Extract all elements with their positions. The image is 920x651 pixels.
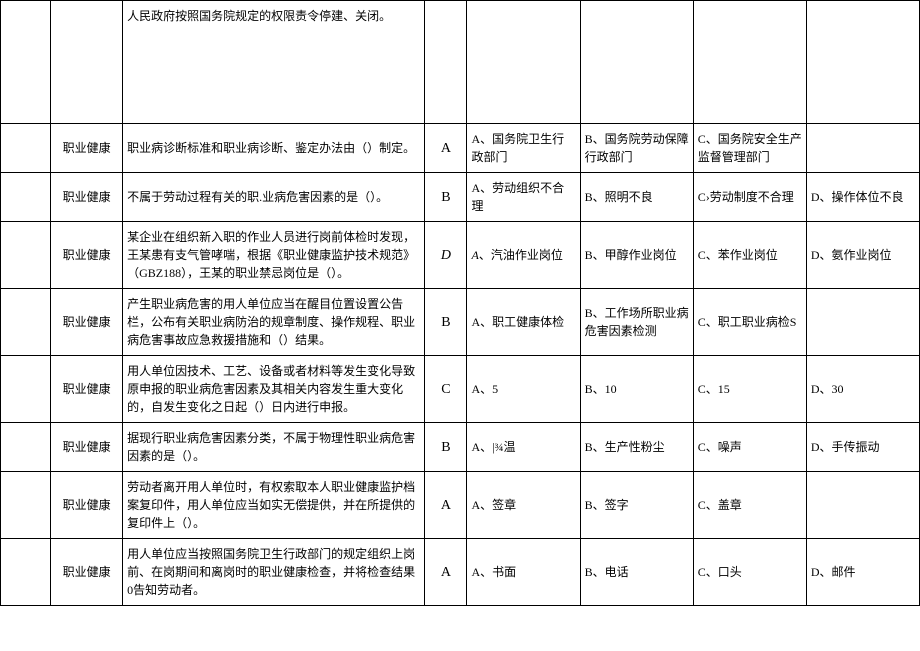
answer-cell: B: [425, 289, 467, 356]
empty-cell: [1, 173, 51, 222]
category-cell: 职业健康: [51, 173, 123, 222]
option-cell: C、口头: [693, 539, 806, 606]
option-cell: [693, 1, 806, 124]
answer-cell: B: [425, 423, 467, 472]
option-cell: C、职工职业病检S: [693, 289, 806, 356]
question-cell: 人民政府按照国务院规定的权限责令停建、关闭。: [123, 1, 425, 124]
option-cell: C、噪声: [693, 423, 806, 472]
empty-cell: [1, 1, 51, 124]
option-cell: [806, 289, 919, 356]
answer-cell: A: [425, 539, 467, 606]
category-cell: 职业健康: [51, 124, 123, 173]
option-cell: A、|¾温: [467, 423, 580, 472]
answer-cell: C: [425, 356, 467, 423]
table-row: 职业健康不属于劳动过程有关的职.业病危害因素的是（）。BA、劳动组织不合理B、照…: [1, 173, 920, 222]
table-row: 职业健康产生职业病危害的用人单位应当在醒目位置设置公告栏，公布有关职业病防治的规…: [1, 289, 920, 356]
question-cell: 不属于劳动过程有关的职.业病危害因素的是（）。: [123, 173, 425, 222]
table-row: 职业健康某企业在组织新入职的作业人员进行岗前体检时发现，王某患有支气管哮喘，根据…: [1, 222, 920, 289]
category-cell: 职业健康: [51, 423, 123, 472]
table-row: 职业健康劳动者离开用人单位时，有权索取本人职业健康监护档案复印件，用人单位应当如…: [1, 472, 920, 539]
answer-cell: A: [425, 124, 467, 173]
question-cell: 某企业在组织新入职的作业人员进行岗前体检时发现，王某患有支气管哮喘，根据《职业健…: [123, 222, 425, 289]
empty-cell: [1, 539, 51, 606]
option-cell: B、国务院劳动保障行政部门: [580, 124, 693, 173]
option-cell: A、汽油作业岗位: [467, 222, 580, 289]
question-cell: 用人单位因技术、工艺、设备或者材料等发生变化导致原申报的职业病危害因素及其相关内…: [123, 356, 425, 423]
option-cell: C、15: [693, 356, 806, 423]
option-cell: B、签字: [580, 472, 693, 539]
question-cell: 用人单位应当按照国务院卫生行政部门的规定组织上岗前、在岗期间和离岗时的职业健康检…: [123, 539, 425, 606]
table-row: 职业健康职业病诊断标准和职业病诊断、鉴定办法由（）制定。AA、国务院卫生行政部门…: [1, 124, 920, 173]
option-cell: A、职工健康体检: [467, 289, 580, 356]
question-cell: 产生职业病危害的用人单位应当在醒目位置设置公告栏，公布有关职业病防治的规章制度、…: [123, 289, 425, 356]
option-cell: A、5: [467, 356, 580, 423]
empty-cell: [1, 472, 51, 539]
option-cell: D、操作体位不良: [806, 173, 919, 222]
answer-cell: A: [425, 472, 467, 539]
option-cell: B、电话: [580, 539, 693, 606]
option-cell: C›劳动制度不合理: [693, 173, 806, 222]
question-cell: 劳动者离开用人单位时，有权索取本人职业健康监护档案复印件，用人单位应当如实无偿提…: [123, 472, 425, 539]
question-table: 人民政府按照国务院规定的权限责令停建、关闭。职业健康职业病诊断标准和职业病诊断、…: [0, 0, 920, 606]
option-cell: B、照明不良: [580, 173, 693, 222]
option-cell: A、签章: [467, 472, 580, 539]
option-cell: A、书面: [467, 539, 580, 606]
category-cell: 职业健康: [51, 289, 123, 356]
category-cell: [51, 1, 123, 124]
empty-cell: [1, 222, 51, 289]
table-row: 职业健康用人单位因技术、工艺、设备或者材料等发生变化导致原申报的职业病危害因素及…: [1, 356, 920, 423]
option-cell: [467, 1, 580, 124]
category-cell: 职业健康: [51, 539, 123, 606]
option-cell: [806, 1, 919, 124]
option-cell: A、劳动组织不合理: [467, 173, 580, 222]
category-cell: 职业健康: [51, 222, 123, 289]
option-cell: [806, 472, 919, 539]
option-cell: A、国务院卫生行政部门: [467, 124, 580, 173]
table-row: 职业健康据现行职业病危害因素分类，不属于物理性职业病危害因素的是（）。BA、|¾…: [1, 423, 920, 472]
category-cell: 职业健康: [51, 356, 123, 423]
option-cell: C、国务院安全生产监督管理部门: [693, 124, 806, 173]
option-cell: B、10: [580, 356, 693, 423]
option-cell: B、生产性粉尘: [580, 423, 693, 472]
table-row: 人民政府按照国务院规定的权限责令停建、关闭。: [1, 1, 920, 124]
option-cell: B、工作场所职业病危害因素检测: [580, 289, 693, 356]
answer-cell: D: [425, 222, 467, 289]
empty-cell: [1, 423, 51, 472]
option-cell: [806, 124, 919, 173]
category-cell: 职业健康: [51, 472, 123, 539]
table-row: 职业健康用人单位应当按照国务院卫生行政部门的规定组织上岗前、在岗期间和离岗时的职…: [1, 539, 920, 606]
option-cell: [580, 1, 693, 124]
option-cell: C、苯作业岗位: [693, 222, 806, 289]
empty-cell: [1, 124, 51, 173]
empty-cell: [1, 356, 51, 423]
question-cell: 职业病诊断标准和职业病诊断、鉴定办法由（）制定。: [123, 124, 425, 173]
option-cell: D、邮件: [806, 539, 919, 606]
option-cell: D、手传振动: [806, 423, 919, 472]
question-cell: 据现行职业病危害因素分类，不属于物理性职业病危害因素的是（）。: [123, 423, 425, 472]
empty-cell: [1, 289, 51, 356]
option-cell: D、氨作业岗位: [806, 222, 919, 289]
answer-cell: B: [425, 173, 467, 222]
option-cell: D、30: [806, 356, 919, 423]
option-cell: C、盖章: [693, 472, 806, 539]
option-cell: B、甲醇作业岗位: [580, 222, 693, 289]
answer-cell: [425, 1, 467, 124]
